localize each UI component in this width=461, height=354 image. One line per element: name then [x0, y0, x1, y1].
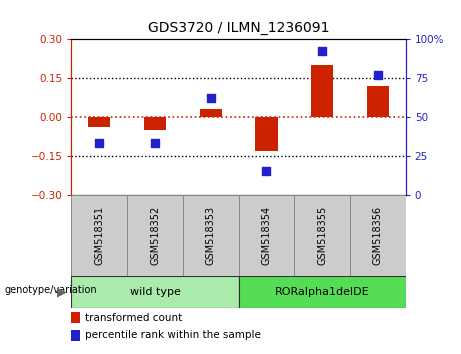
Text: GSM518354: GSM518354 [261, 206, 272, 265]
Bar [255, 117, 278, 150]
Text: wild type: wild type [130, 287, 180, 297]
Bar [311, 65, 333, 117]
Bar [350, 195, 406, 276]
Bar [238, 195, 294, 276]
Bar [71, 312, 80, 323]
Bar [366, 86, 389, 117]
Point [95, 141, 103, 146]
Bar [238, 276, 406, 308]
Bar [71, 276, 239, 308]
Text: percentile rank within the sample: percentile rank within the sample [85, 330, 261, 340]
Bar [200, 109, 222, 117]
Bar [294, 195, 350, 276]
Bar [127, 195, 183, 276]
Text: GSM518356: GSM518356 [373, 206, 383, 265]
Bar [183, 195, 238, 276]
Text: RORalpha1delDE: RORalpha1delDE [275, 287, 369, 297]
Text: GSM518351: GSM518351 [95, 206, 104, 265]
Text: transformed count: transformed count [85, 313, 182, 323]
Text: ▶: ▶ [58, 286, 67, 298]
Point [207, 95, 214, 101]
Text: GSM518352: GSM518352 [150, 206, 160, 265]
Text: GSM518355: GSM518355 [317, 206, 327, 265]
Text: genotype/variation: genotype/variation [5, 285, 97, 296]
Point [374, 72, 382, 78]
Bar [144, 117, 166, 130]
Point [151, 141, 159, 146]
Text: GSM518353: GSM518353 [206, 206, 216, 265]
Point [263, 169, 270, 174]
Title: GDS3720 / ILMN_1236091: GDS3720 / ILMN_1236091 [148, 21, 329, 35]
Point [319, 48, 326, 54]
Bar [71, 330, 80, 341]
Bar [88, 117, 111, 127]
Bar [71, 195, 127, 276]
